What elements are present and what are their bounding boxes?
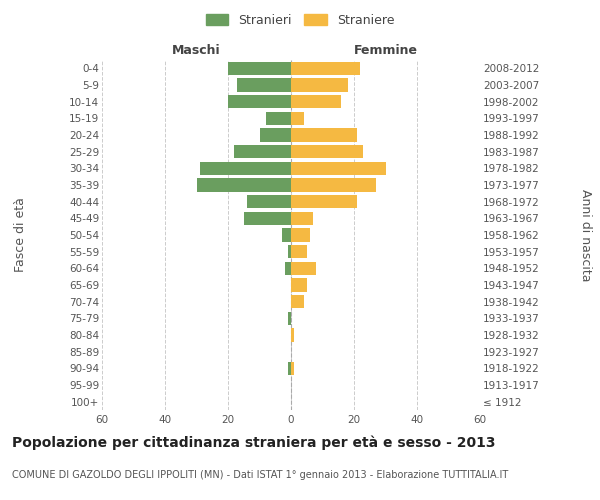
Bar xyxy=(260,128,291,141)
Bar xyxy=(288,245,291,258)
Bar xyxy=(291,162,386,175)
Bar xyxy=(291,62,360,75)
Bar xyxy=(288,362,291,375)
Bar xyxy=(291,212,313,225)
Bar xyxy=(291,362,294,375)
Bar xyxy=(291,195,357,208)
Text: Maschi: Maschi xyxy=(172,44,221,57)
Bar xyxy=(291,295,304,308)
Bar xyxy=(247,195,291,208)
Bar xyxy=(266,112,291,125)
Bar xyxy=(291,228,310,241)
Bar xyxy=(291,145,364,158)
Y-axis label: Fasce di età: Fasce di età xyxy=(14,198,28,272)
Bar xyxy=(291,178,376,192)
Bar xyxy=(288,312,291,325)
Bar xyxy=(291,328,294,342)
Bar xyxy=(291,78,348,92)
Bar xyxy=(285,262,291,275)
Text: Femmine: Femmine xyxy=(353,44,418,57)
Bar xyxy=(281,228,291,241)
Y-axis label: Anni di nascita: Anni di nascita xyxy=(580,188,592,281)
Bar xyxy=(197,178,291,192)
Bar xyxy=(200,162,291,175)
Bar xyxy=(244,212,291,225)
Text: Popolazione per cittadinanza straniera per età e sesso - 2013: Popolazione per cittadinanza straniera p… xyxy=(12,435,496,450)
Bar xyxy=(291,112,304,125)
Bar xyxy=(291,245,307,258)
Bar xyxy=(228,95,291,108)
Bar xyxy=(291,262,316,275)
Bar xyxy=(291,278,307,291)
Bar xyxy=(238,78,291,92)
Bar xyxy=(228,62,291,75)
Bar xyxy=(235,145,291,158)
Bar xyxy=(291,95,341,108)
Bar xyxy=(291,128,357,141)
Legend: Stranieri, Straniere: Stranieri, Straniere xyxy=(206,14,394,26)
Text: COMUNE DI GAZOLDO DEGLI IPPOLITI (MN) - Dati ISTAT 1° gennaio 2013 - Elaborazion: COMUNE DI GAZOLDO DEGLI IPPOLITI (MN) - … xyxy=(12,470,508,480)
